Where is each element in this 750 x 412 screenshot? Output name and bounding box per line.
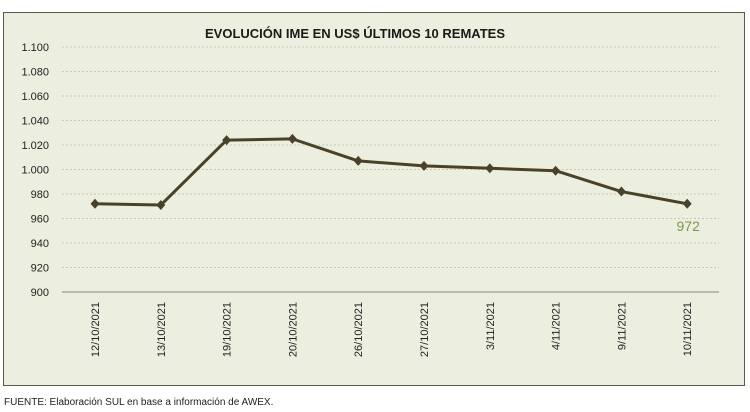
y-tick-label: 1.100 xyxy=(21,42,49,54)
data-point xyxy=(616,186,626,197)
data-point xyxy=(287,133,297,144)
y-tick-label: 1.080 xyxy=(21,67,49,79)
data-point xyxy=(90,198,100,209)
data-point xyxy=(551,165,561,176)
data-label: 972 xyxy=(677,218,701,234)
x-tick-label: 19/10/2021 xyxy=(222,302,234,357)
x-tick-label: 13/10/2021 xyxy=(156,302,168,357)
x-tick-label: 27/10/2021 xyxy=(419,302,431,357)
x-tick-label: 12/10/2021 xyxy=(90,302,102,357)
x-tick-label: 26/10/2021 xyxy=(353,302,365,357)
x-tick-label: 3/11/2021 xyxy=(485,302,497,350)
data-point xyxy=(222,135,232,146)
x-tick-label: 9/11/2021 xyxy=(616,302,628,350)
data-point xyxy=(353,155,363,166)
x-tick-label: 4/11/2021 xyxy=(551,302,563,350)
y-tick-label: 960 xyxy=(31,214,49,226)
chart-frame xyxy=(3,12,745,386)
y-tick-label: 1.000 xyxy=(21,165,49,177)
y-tick-label: 920 xyxy=(31,263,49,275)
y-tick-label: 1.060 xyxy=(21,91,49,103)
x-tick-label: 10/11/2021 xyxy=(682,302,694,356)
y-tick-label: 980 xyxy=(31,189,49,201)
source-note: FUENTE: Elaboración SUL en base a inform… xyxy=(4,397,274,408)
data-point xyxy=(156,200,166,211)
y-tick-label: 900 xyxy=(31,287,49,299)
x-tick-label: 20/10/2021 xyxy=(287,302,299,357)
y-tick-label: 940 xyxy=(31,238,49,250)
y-tick-label: 1.020 xyxy=(21,140,49,152)
chart-title: EVOLUCIÓN IME EN US$ ÚLTIMOS 10 REMATES xyxy=(205,26,505,41)
data-point xyxy=(485,163,495,174)
y-tick-label: 1.040 xyxy=(21,116,49,128)
data-point xyxy=(682,198,692,209)
data-point xyxy=(419,160,429,171)
series-line xyxy=(94,137,688,207)
